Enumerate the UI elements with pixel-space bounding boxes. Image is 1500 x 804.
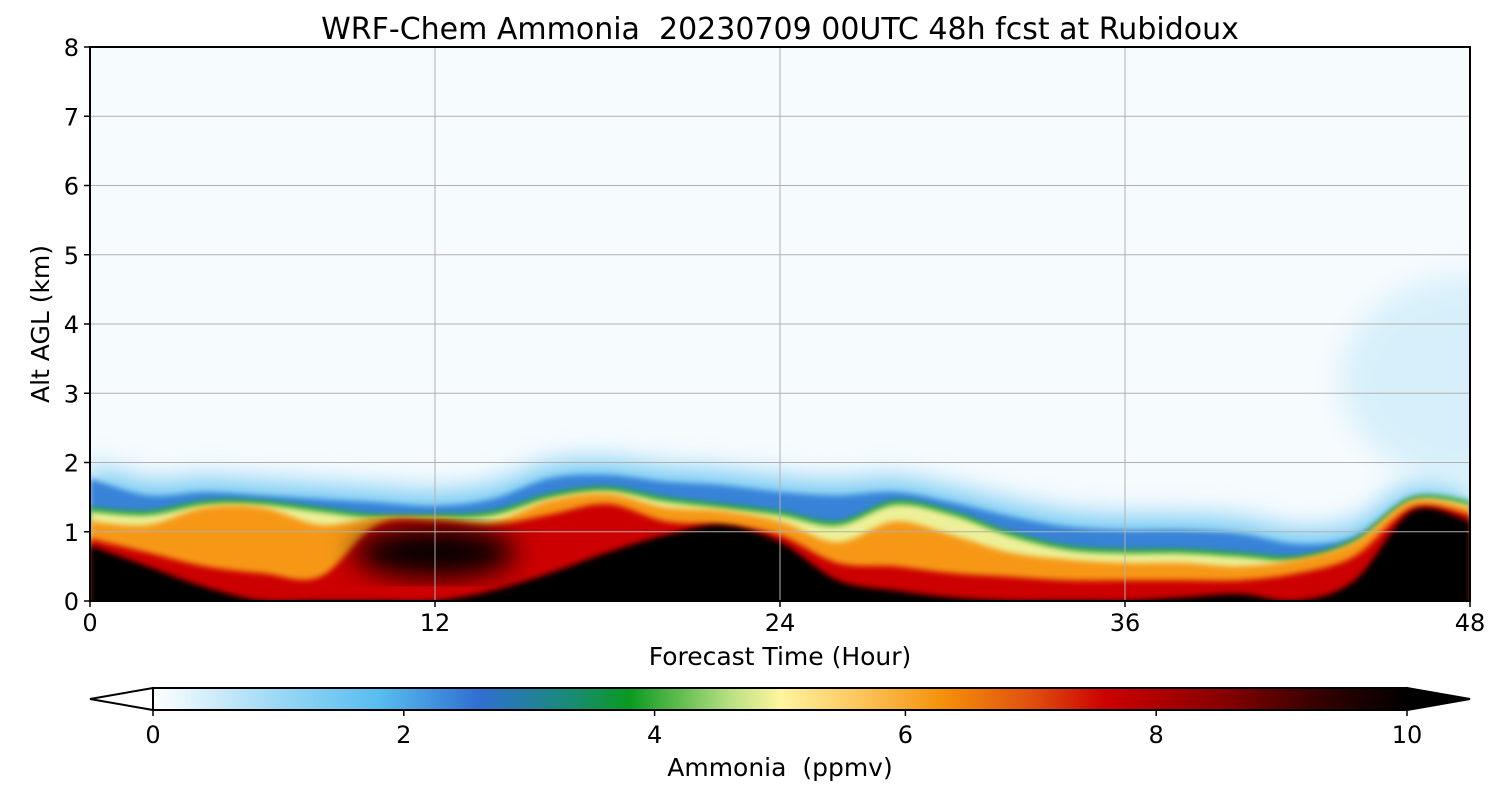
x-tick-label: 48 [1455, 609, 1486, 637]
y-tick-label: 5 [64, 242, 79, 270]
y-axis-label: Alt AGL (km) [26, 245, 55, 403]
feature-light-blue-plume-aloft [1340, 275, 1470, 484]
colorbar-tick-label: 8 [1149, 721, 1164, 749]
x-axis-label: Forecast Time (Hour) [649, 642, 912, 671]
colorbar-extend-max [1406, 686, 1471, 712]
y-tick-label: 3 [64, 380, 79, 408]
y-tick-label: 0 [64, 588, 79, 616]
x-tick-label: 0 [82, 609, 97, 637]
x-tick-label: 36 [1110, 609, 1141, 637]
y-tick-label: 4 [64, 311, 79, 339]
gridlines [90, 47, 1470, 601]
y-tick-label: 7 [64, 103, 79, 131]
y-tick-label: 8 [64, 34, 79, 62]
y-tick-label: 6 [64, 173, 79, 201]
y-axis-ticks: 0 1 2 3 4 5 6 7 8 [64, 34, 90, 616]
chart-title: WRF-Chem Ammonia 20230709 00UTC 48h fcst… [321, 12, 1239, 47]
colorbar-tick-label: 2 [396, 721, 411, 749]
colorbar-body [153, 688, 1407, 710]
colorbar-tick-label: 0 [145, 721, 160, 749]
colorbar: 0 2 4 6 8 10 Ammonia (ppmv) [89, 686, 1471, 782]
colorbar-tick-label: 6 [898, 721, 913, 749]
x-axis-ticks: 0 12 24 36 48 [82, 601, 1485, 637]
colorbar-extend-min [89, 686, 154, 712]
y-tick-label: 1 [64, 519, 79, 547]
x-tick-label: 12 [420, 609, 451, 637]
colorbar-frame [152, 687, 1408, 711]
x-tick-label: 24 [765, 609, 796, 637]
colorbar-label: Ammonia (ppmv) [667, 753, 893, 782]
colorbar-ticks: 0 2 4 6 8 10 [145, 710, 1422, 749]
y-tick-label: 2 [64, 450, 79, 478]
plot-area [89, 46, 1471, 602]
colorbar-tick-label: 10 [1392, 721, 1423, 749]
colorbar-tick-label: 4 [647, 721, 662, 749]
